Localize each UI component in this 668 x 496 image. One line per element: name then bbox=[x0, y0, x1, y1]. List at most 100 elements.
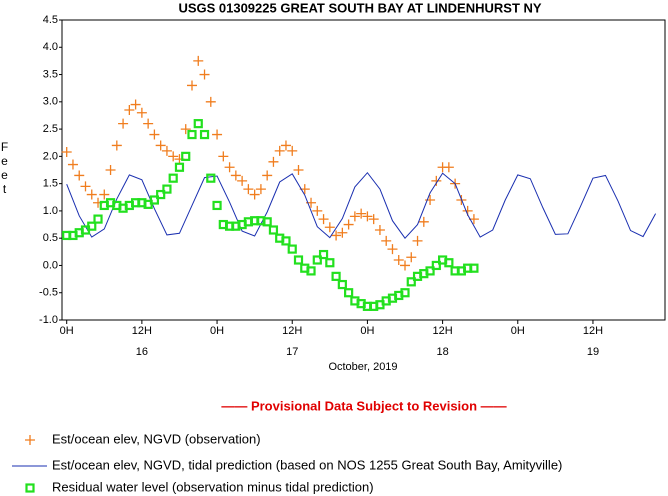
plus-marker bbox=[393, 255, 404, 265]
chart-title: USGS 01309225 GREAT SOUTH BAY AT LINDENH… bbox=[178, 0, 541, 15]
plus-marker bbox=[111, 140, 122, 151]
y-tick-label: 0.0 bbox=[43, 259, 58, 271]
plus-marker bbox=[356, 208, 367, 219]
y-tick-label: 3.0 bbox=[43, 96, 58, 108]
plus-marker bbox=[243, 184, 254, 195]
square-marker bbox=[406, 277, 416, 287]
plus-marker bbox=[136, 107, 147, 118]
plus-marker bbox=[412, 235, 423, 246]
plus-marker bbox=[86, 189, 97, 200]
square-marker bbox=[469, 263, 479, 273]
plus-marker bbox=[312, 205, 323, 216]
plus-marker bbox=[368, 214, 379, 225]
plus-marker bbox=[193, 55, 204, 66]
plus-marker bbox=[274, 145, 285, 156]
x-tick-label: 12H bbox=[433, 325, 453, 337]
plus-marker bbox=[180, 124, 191, 135]
x-tick-label: 0H bbox=[210, 325, 224, 337]
plot-frame bbox=[61, 19, 666, 321]
square-marker bbox=[337, 279, 347, 290]
square-marker bbox=[444, 258, 454, 268]
square-marker bbox=[199, 129, 210, 140]
square-marker bbox=[87, 221, 97, 231]
plus-marker bbox=[130, 99, 141, 110]
square-marker bbox=[156, 189, 166, 200]
plus-marker bbox=[205, 96, 216, 107]
plus-marker bbox=[262, 170, 273, 181]
x-tick-label: 12H bbox=[132, 325, 152, 337]
square-marker bbox=[174, 162, 185, 172]
square-marker bbox=[262, 217, 272, 227]
plus-marker bbox=[99, 189, 110, 200]
square-marker bbox=[431, 260, 441, 271]
x-axis-label: October, 2019 bbox=[328, 361, 397, 373]
x-tick-label: 0H bbox=[60, 325, 74, 337]
square-marker bbox=[325, 258, 335, 268]
square-marker bbox=[206, 173, 216, 183]
y-tick-label: 4.5 bbox=[43, 14, 58, 26]
square-marker bbox=[344, 288, 354, 298]
plus-marker bbox=[61, 147, 72, 157]
legend-label: Est/ocean elev, NGVD, tidal prediction (… bbox=[52, 457, 562, 472]
plus-marker bbox=[199, 69, 210, 80]
y-tick-label: 1.5 bbox=[43, 178, 58, 190]
y-axis-label: Feet bbox=[0, 140, 9, 196]
y-tick-label: 2.5 bbox=[43, 123, 58, 135]
prediction-line bbox=[66, 171, 657, 239]
plus-marker bbox=[374, 225, 385, 235]
plus-marker bbox=[293, 165, 304, 175]
plus-marker bbox=[343, 219, 354, 230]
square-marker bbox=[331, 271, 341, 281]
square-marker bbox=[281, 236, 291, 246]
plus-marker bbox=[443, 162, 454, 173]
plus-marker bbox=[331, 230, 342, 241]
plus-marker bbox=[143, 118, 154, 129]
square-marker bbox=[93, 214, 103, 224]
plus-marker bbox=[431, 175, 442, 186]
square-marker bbox=[187, 129, 197, 140]
plus-marker bbox=[280, 140, 291, 151]
plus-marker bbox=[237, 175, 248, 186]
day-label: 16 bbox=[136, 346, 148, 358]
legend-label: Est/ocean elev, NGVD (observation) bbox=[52, 431, 261, 446]
legend-label: Residual water level (observation minus … bbox=[52, 479, 374, 494]
plus-marker bbox=[124, 105, 135, 115]
plus-marker bbox=[324, 222, 335, 233]
square-marker bbox=[293, 255, 304, 265]
y-tick-label: 0.5 bbox=[43, 232, 58, 244]
plus-marker bbox=[74, 170, 85, 181]
square-marker bbox=[312, 255, 322, 265]
y-tick-label: 1.0 bbox=[43, 205, 58, 217]
y-tick-label: -1.0 bbox=[39, 314, 58, 326]
plus-marker bbox=[362, 211, 373, 222]
y-tick-label: -0.5 bbox=[39, 287, 58, 299]
annotation: —— Provisional Data Subject to Revision … bbox=[221, 398, 506, 413]
x-tick-label: 0H bbox=[360, 325, 374, 337]
square-marker bbox=[287, 244, 297, 254]
plus-marker bbox=[105, 165, 116, 175]
square-marker bbox=[268, 225, 279, 235]
square-marker bbox=[212, 200, 222, 211]
plus-marker bbox=[168, 151, 179, 162]
plus-marker bbox=[387, 244, 398, 255]
plus-marker bbox=[161, 145, 172, 156]
plus-marker bbox=[381, 235, 392, 246]
day-label: 19 bbox=[587, 346, 599, 358]
plus-marker bbox=[418, 216, 429, 227]
square-marker bbox=[425, 266, 435, 276]
x-tick-label: 0H bbox=[511, 325, 525, 337]
plus-marker bbox=[149, 129, 160, 140]
plus-marker bbox=[155, 140, 166, 151]
y-tick-label: 4.0 bbox=[43, 41, 58, 53]
y-tick-label: 2.0 bbox=[43, 150, 58, 162]
plus-marker bbox=[218, 151, 229, 162]
plus-marker bbox=[268, 156, 279, 167]
plus-marker bbox=[212, 129, 223, 140]
square-marker bbox=[306, 266, 316, 276]
day-label: 17 bbox=[286, 346, 298, 358]
x-tick-label: 12H bbox=[583, 325, 603, 337]
plus-marker bbox=[406, 252, 417, 263]
plus-marker bbox=[287, 145, 298, 156]
